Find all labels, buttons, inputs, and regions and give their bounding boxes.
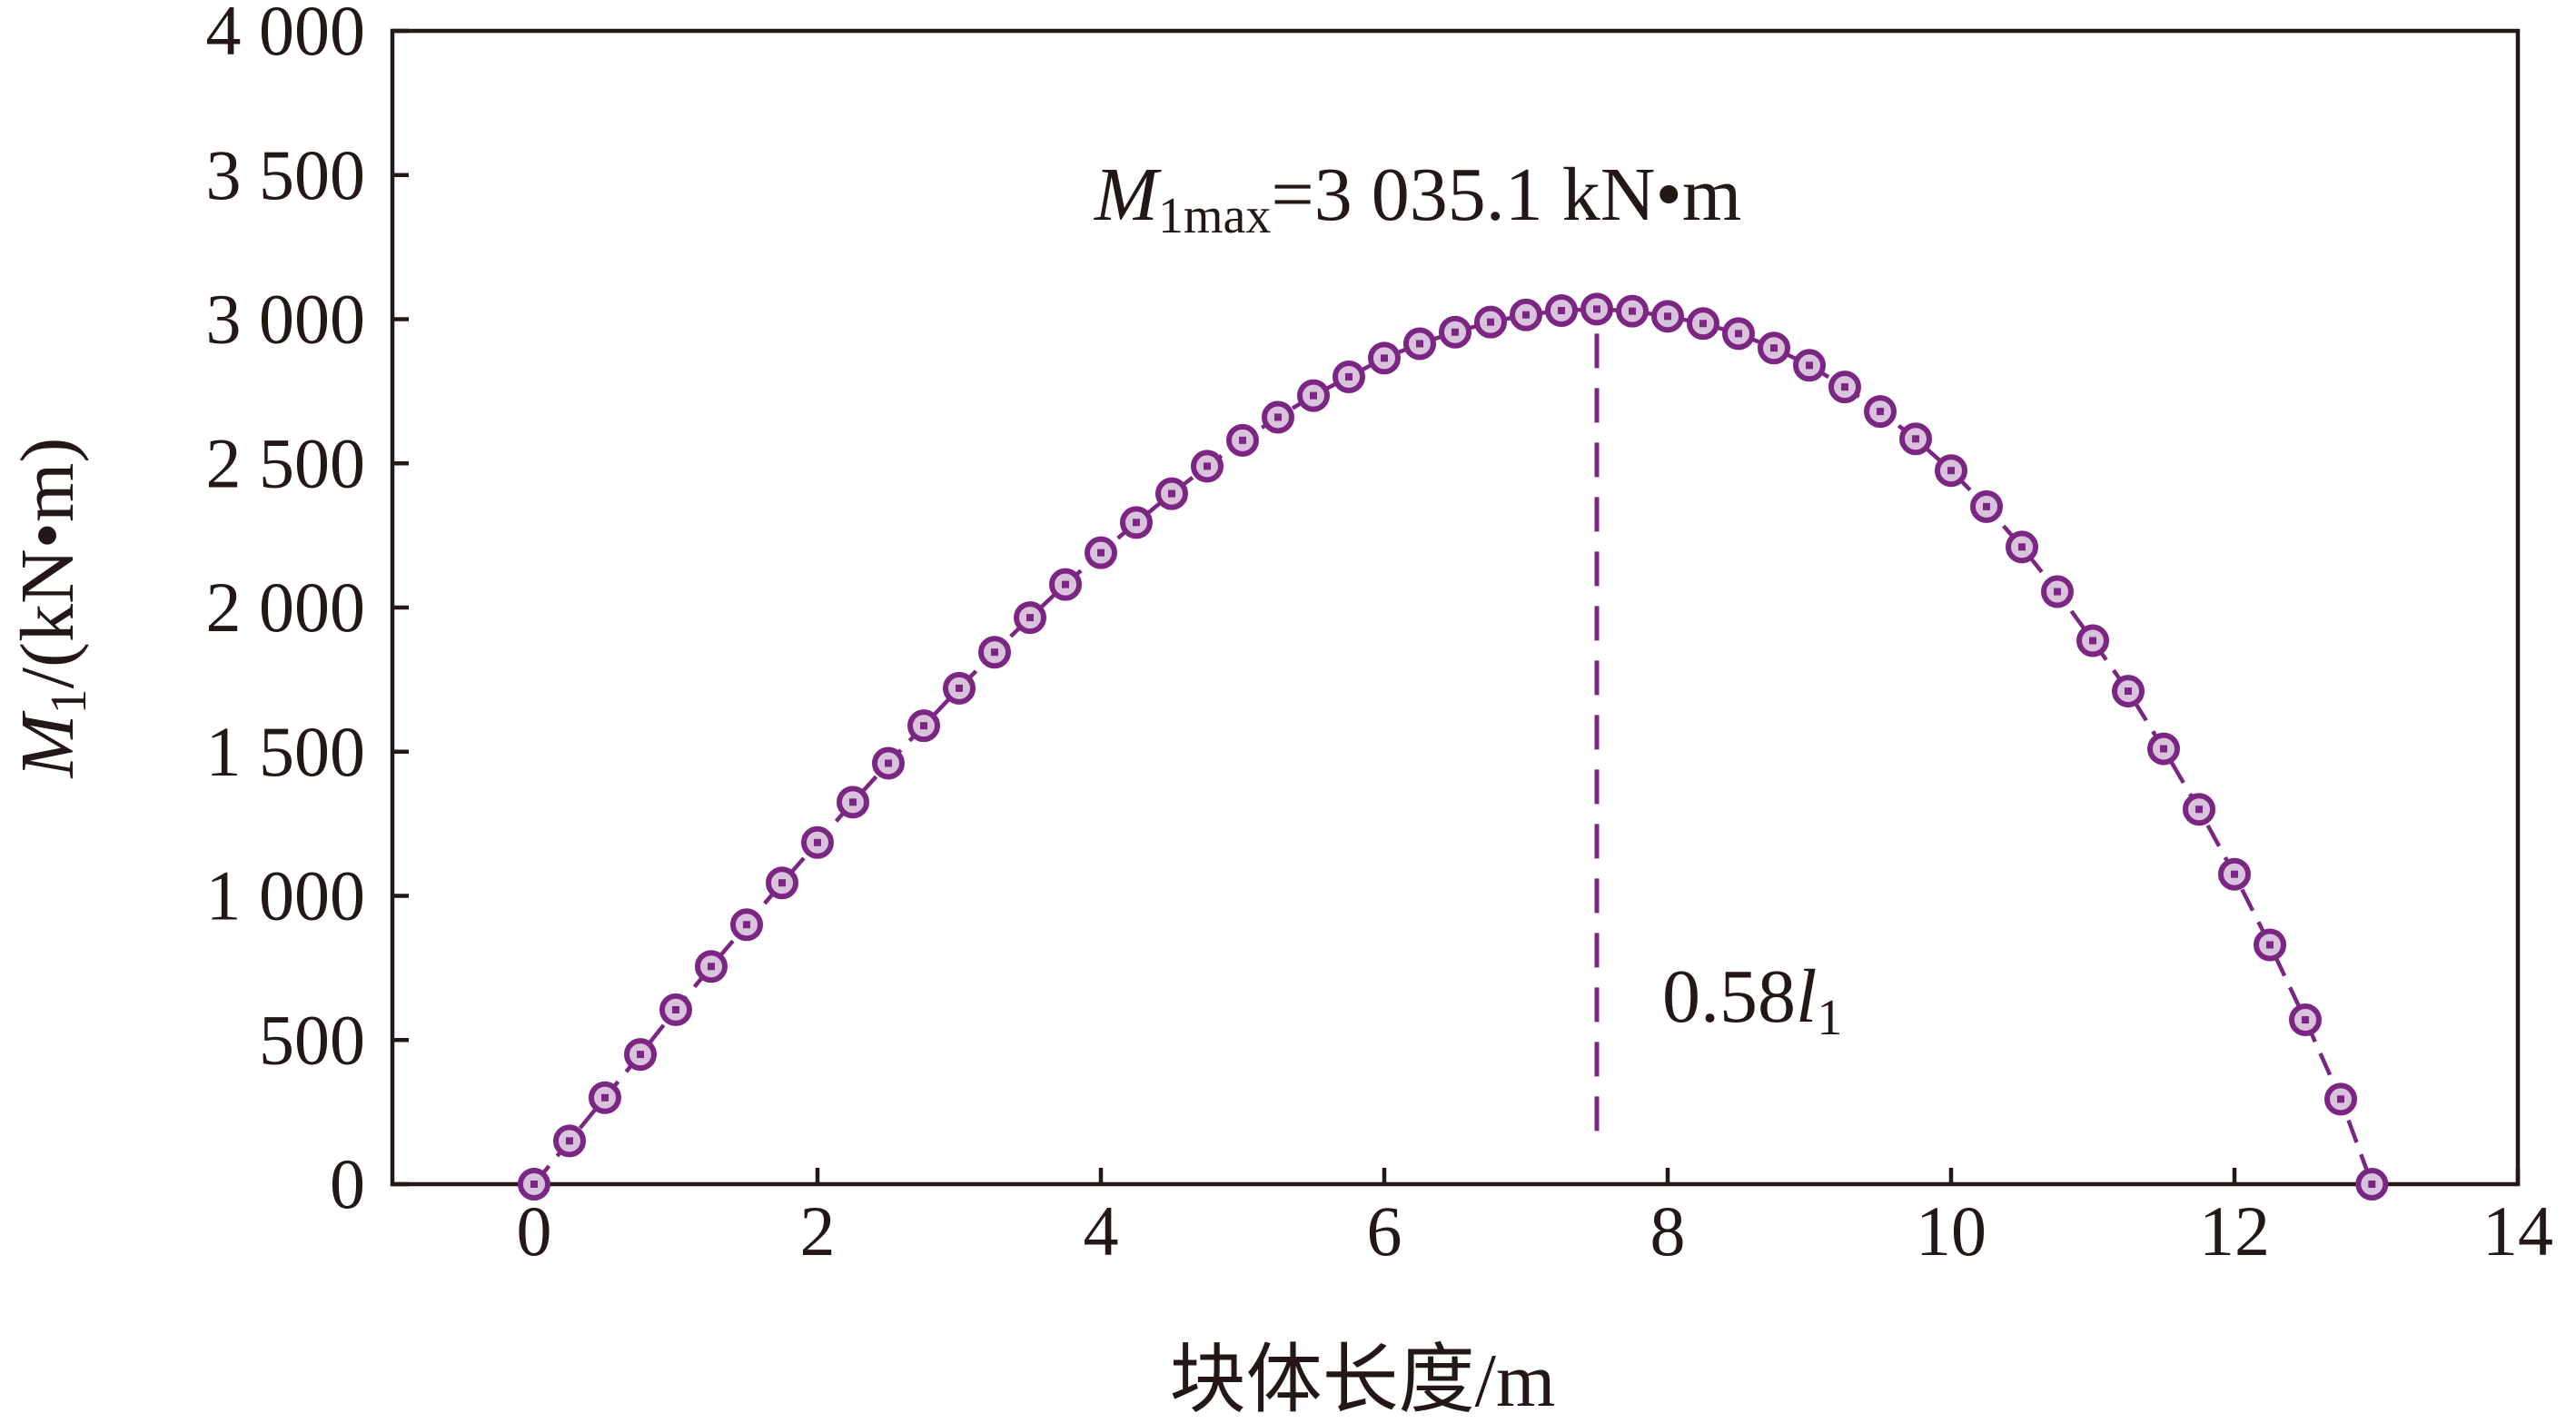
- data-point: [553, 1124, 586, 1158]
- y-tick-label: 2 000: [206, 568, 366, 647]
- y-tick-label: 1 500: [206, 712, 366, 791]
- data-point: [2006, 530, 2038, 564]
- x-axis-title: 块体长度/m: [1170, 1339, 1556, 1423]
- y-tick-label: 3 000: [206, 280, 366, 359]
- data-point: [2355, 1168, 2389, 1201]
- x-tick-label: 8: [1650, 1191, 1686, 1270]
- data-point: [1864, 395, 1897, 429]
- position-annotation-symbol: l: [1796, 954, 1817, 1039]
- data-point: [1439, 315, 1471, 349]
- y-tick-labels: 0 500 1 000 1 500 2 000 2 500 3 000 3 500 4 000: [206, 0, 366, 1223]
- x-tick-labels: 0 2 4 6 8 10 12 14: [517, 1191, 2554, 1270]
- y-tick-label: 3 500: [206, 135, 366, 214]
- data-point: [2254, 928, 2286, 962]
- y-tick-label: 500: [259, 1000, 365, 1079]
- data-point: [801, 825, 834, 859]
- data-point: [659, 993, 692, 1026]
- data-point: [766, 866, 798, 900]
- data-point: [730, 908, 763, 942]
- axis-ticks: [392, 28, 2521, 1187]
- max-annotation: M1max=3 035.1 kN•m: [1094, 153, 1741, 244]
- data-point: [1262, 400, 1294, 434]
- data-point: [837, 786, 869, 819]
- data-point: [1580, 292, 1613, 326]
- data-point: [1403, 327, 1436, 361]
- data-point: [1226, 423, 1259, 457]
- data-point: [2218, 857, 2251, 891]
- data-point: [1545, 293, 1578, 327]
- x-tick-label: 0: [517, 1191, 552, 1270]
- series-points: [518, 292, 2389, 1201]
- data-point: [1793, 349, 1826, 382]
- data-point: [518, 1168, 550, 1201]
- data-point: [1616, 294, 1649, 328]
- x-tick-label: 14: [2482, 1191, 2553, 1270]
- data-point: [1191, 450, 1224, 483]
- data-point: [1970, 489, 2003, 523]
- position-annotation-number: 0.58: [1662, 954, 1796, 1039]
- x-tick-label: 12: [2199, 1191, 2270, 1270]
- data-point: [1722, 317, 1755, 351]
- data-point: [2183, 793, 2215, 826]
- x-tick-label: 4: [1084, 1191, 1119, 1270]
- max-annotation-symbol: M: [1094, 153, 1162, 237]
- data-point: [589, 1081, 621, 1114]
- data-point: [624, 1038, 657, 1072]
- position-annotation-subscript: 1: [1817, 990, 1842, 1046]
- data-point: [1120, 506, 1153, 539]
- data-point: [2324, 1082, 2357, 1116]
- data-point: [1333, 361, 1365, 393]
- data-point: [1510, 298, 1542, 331]
- x-tick-label: 10: [1916, 1191, 1986, 1270]
- data-point: [872, 746, 905, 780]
- data-point: [907, 709, 940, 743]
- data-point: [1474, 305, 1507, 339]
- series-line: [532, 307, 2374, 1186]
- data-point: [2147, 732, 2180, 766]
- data-point: [695, 950, 728, 983]
- position-annotation: 0.58l1: [1662, 954, 1842, 1046]
- data-point: [1935, 454, 1967, 488]
- data-point: [1049, 568, 1082, 601]
- y-tick-label: 1 000: [206, 856, 366, 935]
- y-axis-title-symbol: M: [5, 710, 90, 778]
- y-axis-title: M1/(kN•m): [5, 438, 97, 779]
- max-annotation-subscript: 1max: [1158, 188, 1271, 244]
- y-tick-label: 2 500: [206, 423, 366, 502]
- y-axis-title-unit: /(kN•m): [5, 438, 90, 689]
- data-point: [1828, 371, 1861, 404]
- data-point: [978, 636, 1011, 669]
- x-tick-label: 2: [800, 1191, 836, 1270]
- data-point: [2076, 624, 2109, 657]
- data-point: [1687, 307, 1719, 341]
- x-tick-label: 6: [1367, 1191, 1402, 1270]
- data-point: [1155, 477, 1188, 510]
- y-axis-title-subscript: 1: [41, 688, 97, 714]
- y-tick-label: 4 000: [206, 0, 366, 70]
- data-point: [1297, 379, 1330, 412]
- data-point: [2289, 1003, 2322, 1037]
- data-point: [2041, 575, 2074, 608]
- data-point: [1651, 300, 1684, 333]
- data-point: [943, 671, 976, 705]
- data-point: [1758, 331, 1790, 365]
- data-point: [1014, 601, 1046, 635]
- data-point: [1085, 536, 1117, 569]
- data-point: [2112, 675, 2145, 708]
- data-point: [1368, 341, 1401, 375]
- max-annotation-value: =3 035.1 kN•m: [1271, 153, 1741, 237]
- data-point: [1899, 422, 1932, 456]
- y-tick-label: 0: [330, 1144, 365, 1223]
